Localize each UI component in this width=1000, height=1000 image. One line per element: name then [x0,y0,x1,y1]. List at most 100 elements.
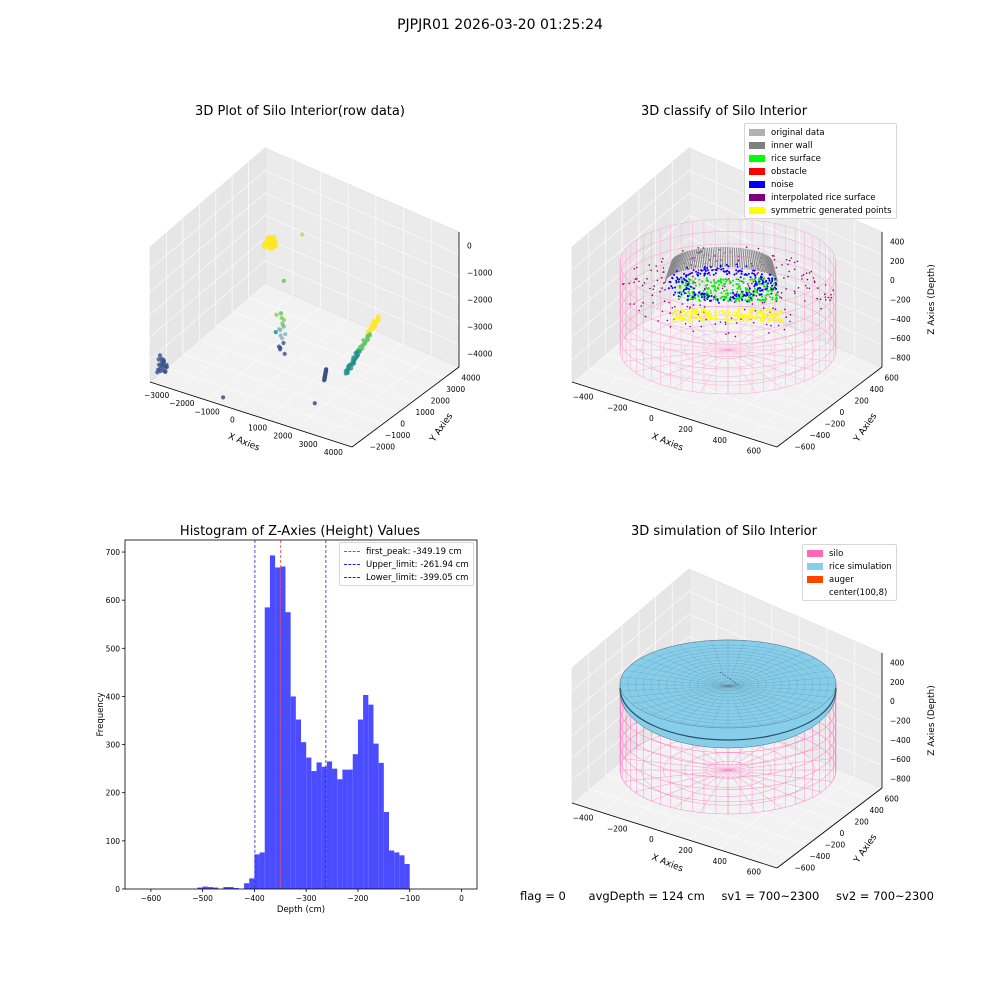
interpolated-point [721,287,724,290]
rice-point [739,293,742,296]
noise-point [749,293,752,296]
interpolated-point [633,268,636,270]
inner-wall-stroke [771,261,778,283]
interpolated-point [824,284,827,286]
interpolated-point [724,323,727,326]
rice-point [714,298,717,301]
x-tick-label: 400 [713,857,728,866]
interpolated-point [761,302,764,304]
surface-mesh-spoke [727,663,825,687]
inner-wall-stroke [699,248,704,269]
interpolated-point [780,292,783,294]
histogram-bar [202,886,208,889]
histogram-bar [249,878,255,889]
noise-point [766,285,769,288]
noise-point [678,278,681,281]
silo-floor-spoke [634,747,729,771]
silo-floor-spoke [699,307,729,351]
point-cluster [262,234,279,251]
grid-line [236,318,349,411]
surface-mesh-spoke [710,640,729,687]
inner-wall-stroke [671,254,679,275]
interpolated-point [801,278,803,280]
inner-wall-stroke [748,249,753,270]
inner-wall-stroke [674,253,682,274]
grid-line [571,170,690,270]
rice-point [754,290,757,293]
interpolated-point [757,271,759,274]
noise-point [762,281,765,284]
noise-point [752,269,754,272]
interpolated-point [634,278,637,281]
interpolated-point [747,285,750,287]
grid-line [264,260,460,345]
interpolated-point [653,285,655,287]
histogram-bar [280,566,286,889]
symmetric-point [694,312,697,315]
interpolated-point [752,280,755,283]
rice-point [721,284,724,287]
y-tick-label: 200 [106,789,121,798]
y-tick-label: 500 [106,644,121,653]
noise-point [686,280,688,283]
rice-point [724,282,726,285]
y-tick-label: −200 [825,419,846,428]
rice-point [720,296,723,299]
inner-wall-stroke [670,255,678,276]
interpolated-point [669,312,671,315]
inner-wall-stroke [706,247,711,268]
noise-point [747,272,750,275]
x-axis-line [571,381,778,448]
noise-point [754,280,757,283]
data-point [300,232,305,237]
rice-point [706,284,709,286]
x-tick-label: 200 [678,425,693,434]
noise-point [709,265,712,268]
grid-line [149,192,266,293]
silo-floor-spoke [727,769,783,809]
symmetric-point [673,317,676,320]
noise-point [671,277,674,280]
data-point [281,340,286,346]
silo-floor-spoke [673,311,729,351]
noise-point [753,269,756,272]
z-tick-label: −400 [890,315,911,324]
symmetric-point [759,319,762,322]
noise-point [774,277,777,280]
legend-swatch [749,142,765,149]
rice-point [715,281,718,284]
noise-point [719,265,722,268]
raw-data-3d-plot: −3000−2000−100001000200030004000−2000−10… [144,147,493,457]
interpolated-point [754,310,757,312]
interpolated-point [668,301,670,304]
noise-point [736,265,739,268]
interpolated-point [663,271,665,273]
interpolated-point [768,332,770,334]
noise-point [697,291,700,294]
noise-point [706,294,709,297]
interpolated-point [784,308,786,311]
interpolated-point [751,303,754,305]
legend-swatch [807,576,823,583]
legend-swatch [807,550,823,557]
interpolated-point [766,323,768,326]
noise-point [731,291,734,294]
interpolated-point [689,306,691,308]
y-tick-label: 300 [106,741,121,750]
inner-wall-stroke [760,252,766,273]
grid-line [294,342,404,429]
noise-point [740,272,743,275]
noise-point [676,276,678,279]
noise-point [760,275,762,278]
rice-point [689,298,692,301]
inner-wall-stroke [678,251,686,273]
rice-point [709,281,712,284]
symmetric-point [726,310,729,313]
rice-point [725,295,728,298]
y-tick-label: −400 [810,431,831,440]
grid-line [264,192,460,278]
y-axis-line [776,787,883,869]
noise-point [753,272,755,275]
histogram-bar [295,719,301,889]
interpolated-point [652,302,654,304]
